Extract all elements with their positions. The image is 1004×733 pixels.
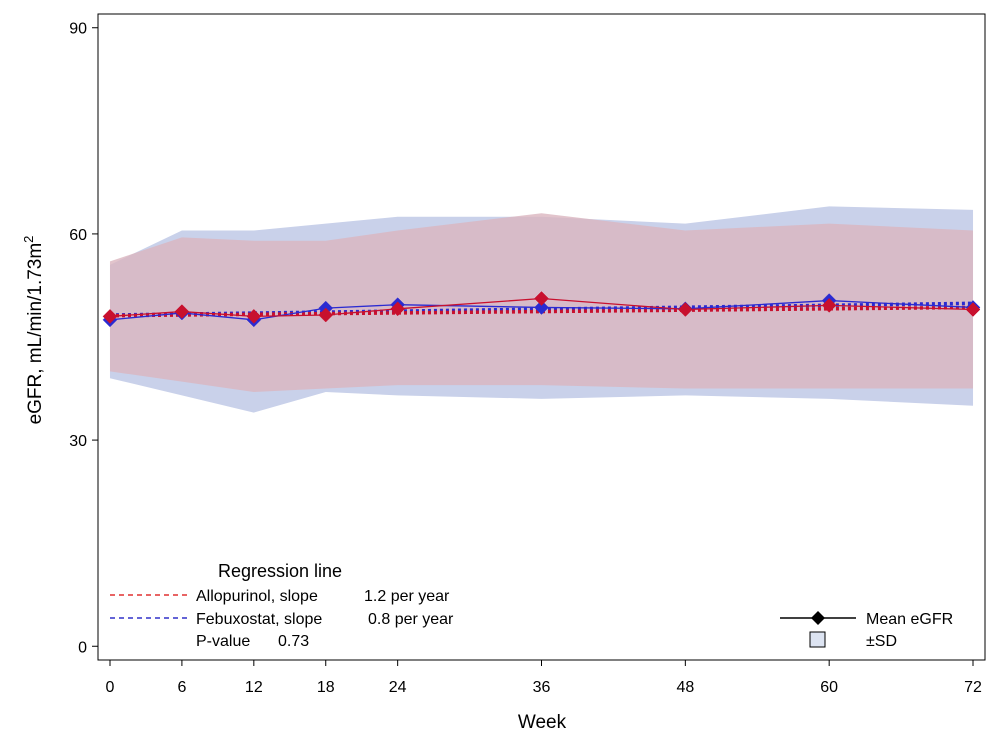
- y-tick-label: 30: [69, 433, 87, 450]
- marker-allopurinol-week-36: [534, 291, 549, 306]
- legend-febuxostat-label: Febuxostat, slope: [196, 611, 322, 628]
- marker-allopurinol-week-12: [246, 309, 262, 324]
- legend-pvalue-value: 0.73: [278, 633, 309, 650]
- x-tick-label: 36: [533, 679, 551, 696]
- x-tick-label: 12: [245, 679, 263, 696]
- x-axis: 0 6 12 18 24 36 48 60 72: [106, 660, 982, 696]
- x-tick-label: 24: [389, 679, 407, 696]
- y-tick-label: 90: [69, 21, 87, 38]
- legend-allopurinol-label: Allopurinol, slope: [196, 588, 318, 605]
- y-tick-label: 0: [78, 639, 87, 656]
- x-tick-label: 60: [820, 679, 838, 696]
- legend-febuxostat-value: 0.8 per year: [368, 611, 454, 628]
- marker-allopurinol-week-18: [318, 307, 334, 323]
- marker-allopurinol-week-6: [174, 304, 190, 319]
- y-axis-title-main: eGFR, mL/min/1.73m: [25, 243, 46, 425]
- x-axis-title: Week: [518, 712, 567, 733]
- x-tick-label: 6: [177, 679, 186, 696]
- marker-allopurinol-week-60: [821, 298, 837, 313]
- x-tick-label: 48: [676, 679, 694, 696]
- marker-allopurinol-week-24: [390, 301, 406, 317]
- mean-markers: [102, 291, 981, 328]
- marker-allopurinol-week-0: [102, 309, 118, 324]
- marker-febuxostat-week-36: [534, 300, 549, 315]
- regression-legend-title: Regression line: [218, 561, 342, 581]
- regression-legend: Regression line Allopurinol, slope 1.2 p…: [110, 561, 454, 650]
- x-tick-label: 18: [317, 679, 335, 696]
- legend-sd-label: ±SD: [866, 633, 897, 650]
- marker-allopurinol-week-72: [965, 302, 981, 317]
- y-tick-label: 60: [69, 227, 87, 244]
- legend-mean-diamond-icon: [811, 611, 825, 625]
- y-axis-title-superscript: 2: [21, 236, 36, 243]
- x-tick-label: 0: [106, 679, 115, 696]
- legend-allopurinol-value: 1.2 per year: [364, 588, 450, 605]
- y-axis-title: eGFR, mL/min/1.73m2: [21, 236, 46, 425]
- legend-pvalue-label: P-value: [196, 633, 250, 650]
- y-axis: 0 30 60 90: [69, 21, 98, 656]
- legend-mean-label: Mean eGFR: [866, 611, 953, 628]
- legend-sd-square-icon: [809, 631, 826, 648]
- x-tick-label: 72: [964, 679, 982, 696]
- marker-legend: Mean eGFR ±SD: [780, 611, 953, 650]
- marker-allopurinol-week-48: [677, 302, 693, 317]
